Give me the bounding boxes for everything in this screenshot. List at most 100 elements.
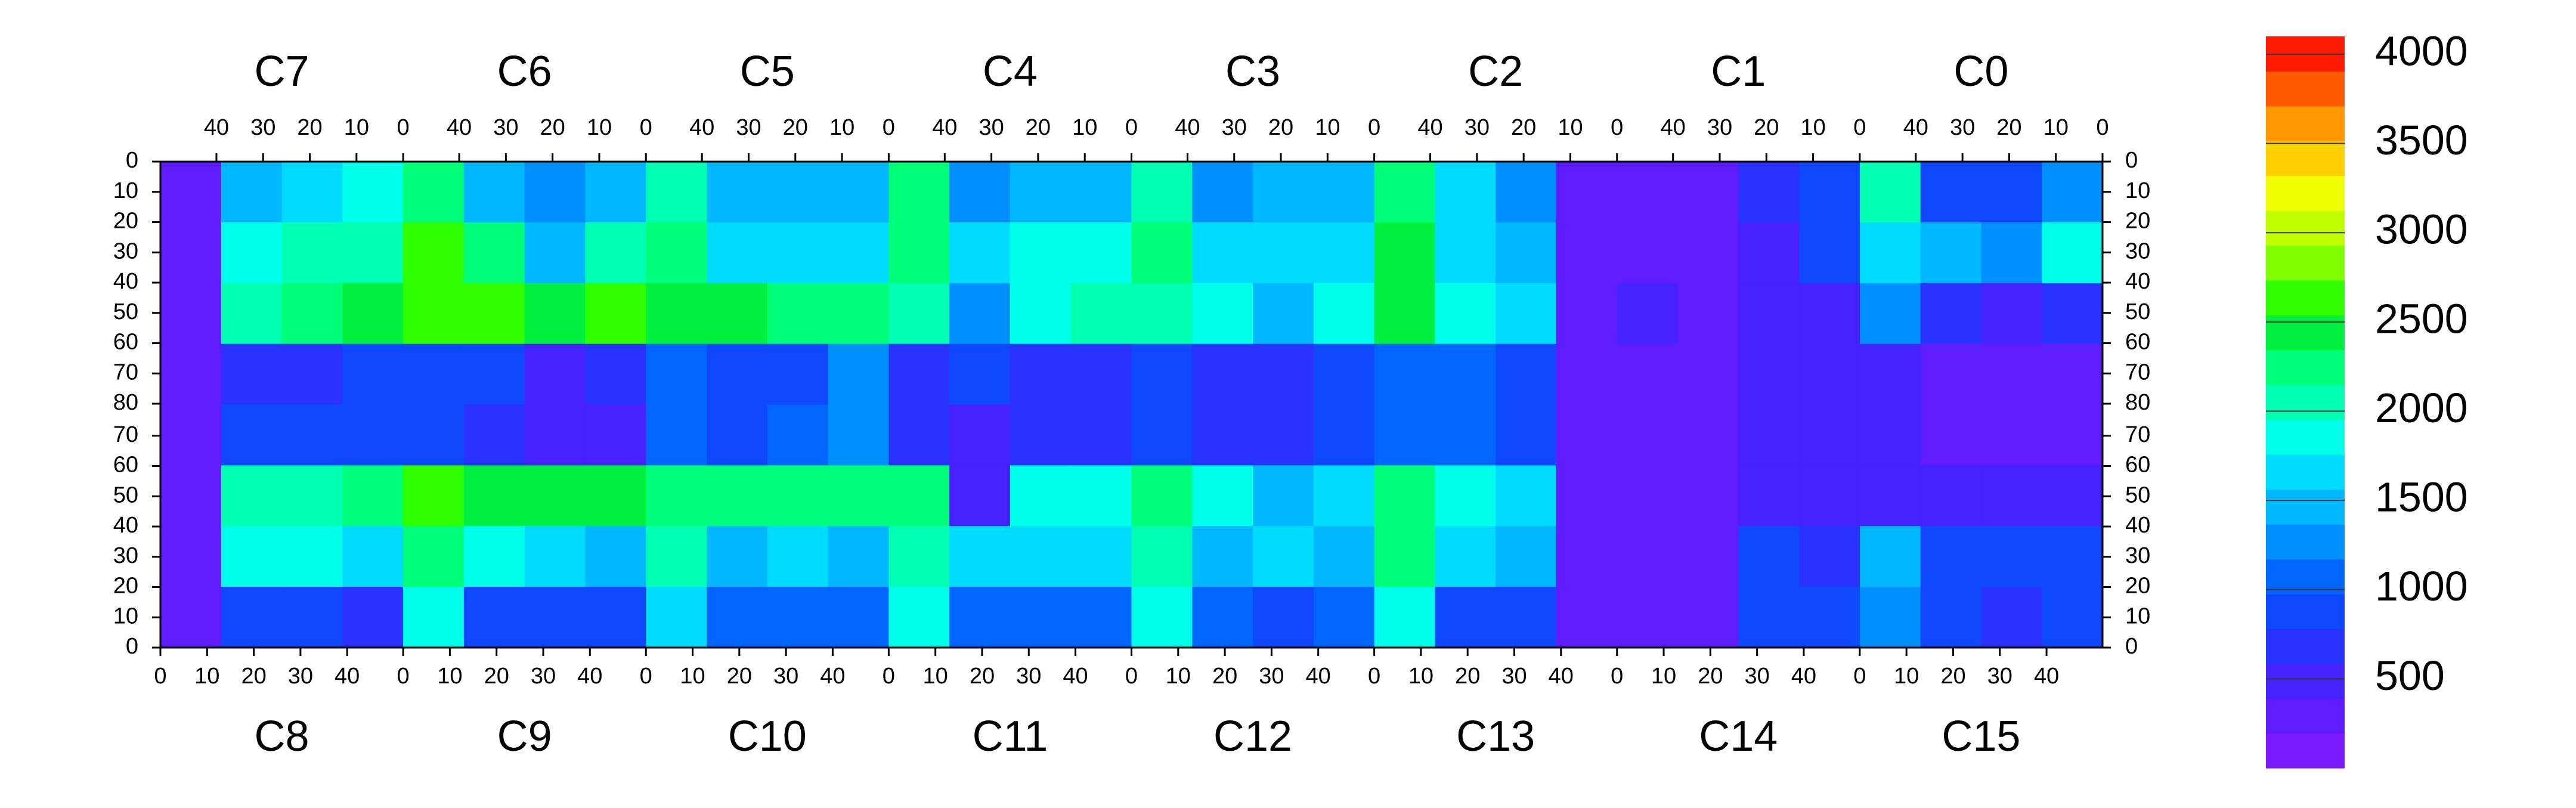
heatmap-cell <box>767 526 829 587</box>
y-tick-label: 30 <box>113 239 138 264</box>
y-tick-label: 10 <box>113 178 138 203</box>
heatmap-cell <box>1617 404 1679 466</box>
x-tick-label: 10 <box>437 664 462 689</box>
heatmap-cell <box>1799 465 1860 527</box>
heatmap-cell <box>1253 283 1314 345</box>
x-tick-label: 10 <box>923 664 948 689</box>
heatmap-cell <box>1556 526 1618 587</box>
colorbar-band <box>2266 141 2345 177</box>
heatmap-cell <box>463 587 525 648</box>
colorbar-tick-label: 500 <box>2375 652 2445 699</box>
heatmap-cell <box>1556 404 1618 466</box>
heatmap-cell <box>1738 162 1800 223</box>
heatmap-cell <box>1799 404 1860 466</box>
y-tick-label: 10 <box>113 603 138 629</box>
x-tick-label: 30 <box>493 115 518 140</box>
heatmap-cell <box>2042 587 2103 648</box>
chip-label: C2 <box>1468 48 1523 95</box>
x-tick-label: 30 <box>1501 664 1527 689</box>
heatmap-cell <box>646 404 707 466</box>
x-tick-label: 20 <box>1212 664 1237 689</box>
heatmap-cell <box>1617 162 1679 223</box>
heatmap-cell <box>1070 222 1132 284</box>
heatmap-cell <box>767 222 829 284</box>
x-tick-label: 0 <box>397 115 410 140</box>
heatmap-cell <box>524 162 586 223</box>
x-tick-label: 40 <box>1175 115 1200 140</box>
colorbar-band <box>2266 454 2345 490</box>
heatmap-cell <box>888 222 950 284</box>
heatmap-cell <box>1192 222 1253 284</box>
x-tick-label: 10 <box>829 115 854 140</box>
y-tick-label: 40 <box>113 513 138 538</box>
heatmap-cell <box>585 404 646 466</box>
x-tick-label: 10 <box>1166 664 1191 689</box>
y-tick-label: 70 <box>2125 422 2150 447</box>
y-tick-label: 60 <box>113 330 138 355</box>
colorbar-band <box>2266 593 2345 629</box>
heatmap-cell <box>1738 404 1800 466</box>
x-tick-label: 20 <box>297 115 322 140</box>
heatmap-cell <box>888 343 950 405</box>
heatmap-cell <box>828 222 889 284</box>
heatmap-cell <box>949 343 1011 405</box>
y-tick-label: 50 <box>113 299 138 324</box>
heatmap-cell <box>1374 404 1436 466</box>
heatmap-cell <box>1192 283 1253 345</box>
x-tick-label: 20 <box>1996 115 2021 140</box>
heatmap-cell <box>707 526 768 587</box>
y-tick-label: 80 <box>113 390 138 415</box>
heatmap-cell <box>1677 162 1739 223</box>
heatmap-cell <box>1496 526 1557 587</box>
heatmap-cell <box>1496 587 1557 648</box>
heatmap-cell <box>1799 162 1860 223</box>
x-tick-label: 30 <box>1987 664 2012 689</box>
x-tick-label: 40 <box>577 664 602 689</box>
heatmap-cell <box>463 526 525 587</box>
y-tick-label: 30 <box>2125 239 2150 264</box>
heatmap-cell <box>1374 222 1436 284</box>
heatmap-cell <box>949 587 1011 648</box>
heatmap-cell <box>403 162 465 223</box>
heatmap-cell <box>1010 283 1072 345</box>
heatmap-cell <box>888 404 950 466</box>
colorbar-band <box>2266 385 2345 420</box>
x-tick-label: 40 <box>820 664 845 689</box>
chip-label: C5 <box>740 48 795 95</box>
heatmap-cell <box>1496 465 1557 527</box>
heatmap-cell <box>1496 222 1557 284</box>
x-tick-label: 30 <box>288 664 313 689</box>
heatmap-cell <box>281 162 343 223</box>
heatmap-cell <box>160 343 222 405</box>
x-tick-label: 20 <box>1455 664 1480 689</box>
heatmap-cell <box>1253 465 1314 527</box>
heatmap-cell <box>1617 465 1679 527</box>
y-tick-label: 10 <box>2125 178 2150 203</box>
heatmap-cell <box>1010 222 1072 284</box>
heatmap-cell <box>1496 343 1557 405</box>
heatmap-cell <box>463 404 525 466</box>
heatmap-cell <box>403 343 465 405</box>
x-tick-label: 0 <box>154 664 166 689</box>
heatmap-cell <box>1556 222 1618 284</box>
heatmap-cell <box>585 526 646 587</box>
heatmap-cell <box>1617 222 1679 284</box>
colorbar-band <box>2266 349 2345 385</box>
x-tick-label: 40 <box>1791 664 1816 689</box>
heatmap-cell <box>1920 283 1982 345</box>
heatmap-cell <box>1070 526 1132 587</box>
x-tick-label: 0 <box>640 664 652 689</box>
heatmap-cell <box>463 162 525 223</box>
heatmap-cell <box>767 162 829 223</box>
heatmap-cell <box>1920 343 1982 405</box>
heatmap-cell <box>767 343 829 405</box>
heatmap-cell <box>1981 465 2042 527</box>
heatmap-cell <box>1556 587 1618 648</box>
heatmap-cell <box>2042 343 2103 405</box>
chip-label: C0 <box>1953 48 2008 95</box>
chip-label: C15 <box>1942 713 2020 760</box>
heatmap-cell <box>221 222 283 284</box>
heatmap-cell <box>1556 283 1618 345</box>
x-tick-label: 0 <box>883 115 895 140</box>
heatmap-cell <box>221 526 283 587</box>
